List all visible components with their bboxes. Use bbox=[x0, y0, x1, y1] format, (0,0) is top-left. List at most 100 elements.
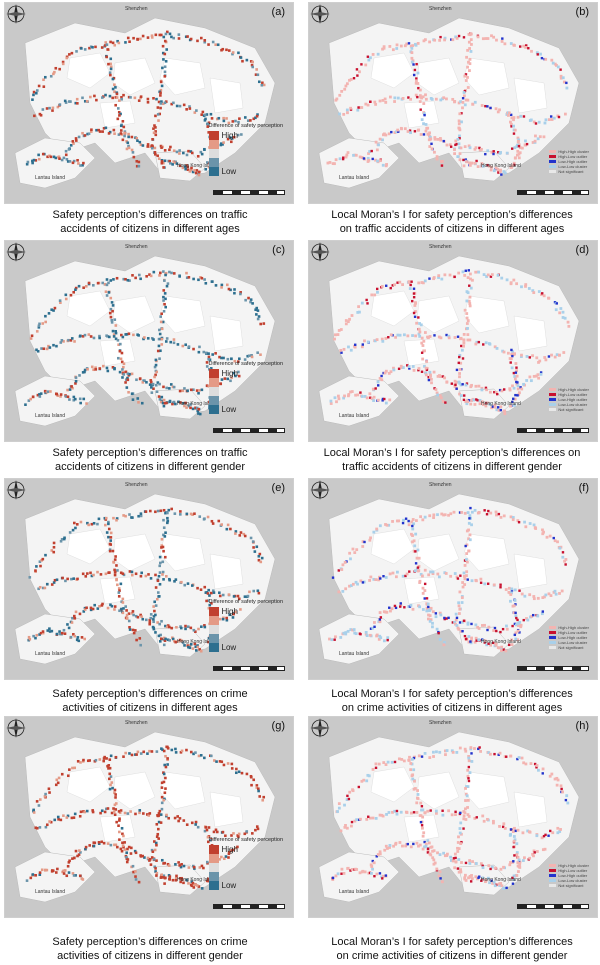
segment-cell bbox=[513, 44, 516, 47]
segment-cell bbox=[509, 120, 512, 124]
segment-cell bbox=[141, 34, 145, 38]
segment-cell bbox=[517, 624, 520, 627]
segment-cell bbox=[225, 527, 229, 531]
segment-cell bbox=[535, 850, 539, 853]
segment-cell bbox=[487, 751, 491, 755]
segment-cell bbox=[340, 89, 344, 93]
segment-cell bbox=[495, 347, 499, 350]
segment-cell bbox=[485, 401, 488, 405]
segment-cell bbox=[389, 333, 393, 337]
segment-cell bbox=[74, 610, 78, 614]
segment-cell bbox=[367, 58, 371, 62]
segment-cell bbox=[430, 142, 433, 146]
place-label-lantau: Lantau Island bbox=[339, 413, 370, 419]
segment-cell bbox=[160, 100, 163, 103]
scale-bar bbox=[517, 666, 589, 671]
segment-cell bbox=[354, 580, 358, 584]
segment-cell bbox=[220, 283, 224, 287]
segment-cell bbox=[513, 826, 516, 830]
legend: Difference of safety perception High Low bbox=[208, 599, 283, 652]
segment-cell bbox=[493, 626, 497, 630]
segment-cell bbox=[233, 288, 236, 291]
segment-cell bbox=[68, 398, 71, 401]
segment-cell bbox=[151, 145, 154, 148]
segment-cell bbox=[166, 757, 169, 760]
segment-cell bbox=[33, 114, 36, 118]
segment-cell bbox=[234, 532, 237, 535]
segment-cell bbox=[413, 68, 417, 72]
segment-cell bbox=[121, 119, 125, 123]
segment-cell bbox=[555, 63, 558, 67]
segment-cell bbox=[346, 629, 350, 633]
segment-cell bbox=[438, 750, 442, 754]
segment-cell bbox=[464, 400, 468, 404]
caption-h: Local Moran’s I for safety perception’s … bbox=[331, 936, 573, 962]
segment-cell bbox=[423, 38, 427, 42]
segment-cell bbox=[465, 312, 469, 315]
segment-cell bbox=[417, 368, 420, 372]
segment-cell bbox=[426, 126, 430, 130]
segment-cell bbox=[518, 45, 522, 48]
segment-cell bbox=[227, 49, 231, 52]
segment-cell bbox=[451, 621, 455, 624]
segment-cell bbox=[449, 145, 453, 148]
legend-label: Low-Low cluster bbox=[558, 640, 588, 645]
segment-cell bbox=[387, 371, 391, 375]
segment-cell bbox=[555, 302, 558, 305]
segment-cell bbox=[38, 322, 41, 326]
segment-cell bbox=[369, 536, 372, 540]
segment-cell bbox=[464, 787, 467, 790]
legend-swatch bbox=[208, 158, 219, 167]
segment-cell bbox=[402, 759, 406, 763]
segment-cell bbox=[361, 545, 365, 548]
segment-cell bbox=[387, 132, 391, 136]
segment-cell bbox=[182, 401, 185, 405]
segment-cell bbox=[457, 858, 461, 861]
segment-cell bbox=[130, 372, 134, 376]
segment-cell bbox=[441, 159, 444, 163]
segment-cell bbox=[62, 156, 66, 160]
segment-cell bbox=[474, 623, 478, 627]
segment-cell bbox=[500, 40, 504, 43]
segment-cell bbox=[70, 621, 74, 624]
segment-cell bbox=[74, 379, 78, 383]
segment-cell bbox=[115, 820, 118, 824]
segment-cell bbox=[519, 625, 523, 629]
segment-cell bbox=[407, 96, 410, 99]
segment-cell bbox=[377, 143, 380, 147]
segment-cell bbox=[81, 335, 85, 338]
segment-cell bbox=[190, 151, 194, 155]
segment-cell bbox=[519, 114, 523, 118]
segment-cell bbox=[464, 383, 468, 387]
segment-cell bbox=[114, 337, 118, 341]
segment-cell bbox=[34, 569, 37, 572]
segment-cell bbox=[123, 130, 127, 133]
segment-cell bbox=[254, 828, 257, 832]
segment-cell bbox=[469, 385, 473, 389]
segment-cell bbox=[357, 106, 360, 109]
segment-cell bbox=[42, 78, 45, 82]
segment-cell bbox=[163, 763, 167, 767]
segment-cell bbox=[438, 870, 442, 874]
segment-cell bbox=[59, 393, 63, 396]
segment-cell bbox=[549, 594, 553, 598]
segment-cell bbox=[471, 278, 474, 282]
segment-cell bbox=[89, 335, 93, 338]
legend-swatch bbox=[208, 369, 219, 378]
segment-cell bbox=[425, 597, 429, 600]
segment-cell bbox=[165, 575, 168, 578]
segment-cell bbox=[113, 803, 117, 807]
segment-cell bbox=[536, 53, 539, 56]
segment-cell bbox=[515, 851, 519, 854]
segment-cell bbox=[111, 366, 115, 369]
segment-cell bbox=[423, 331, 427, 334]
segment-cell bbox=[160, 327, 164, 331]
segment-cell bbox=[354, 153, 358, 157]
segment-cell bbox=[499, 168, 502, 172]
segment-cell bbox=[103, 810, 107, 814]
segment-cell bbox=[130, 846, 133, 850]
segment-cell bbox=[432, 755, 435, 758]
segment-cell bbox=[386, 636, 390, 640]
segment-cell bbox=[192, 865, 196, 869]
segment-cell bbox=[197, 389, 201, 392]
